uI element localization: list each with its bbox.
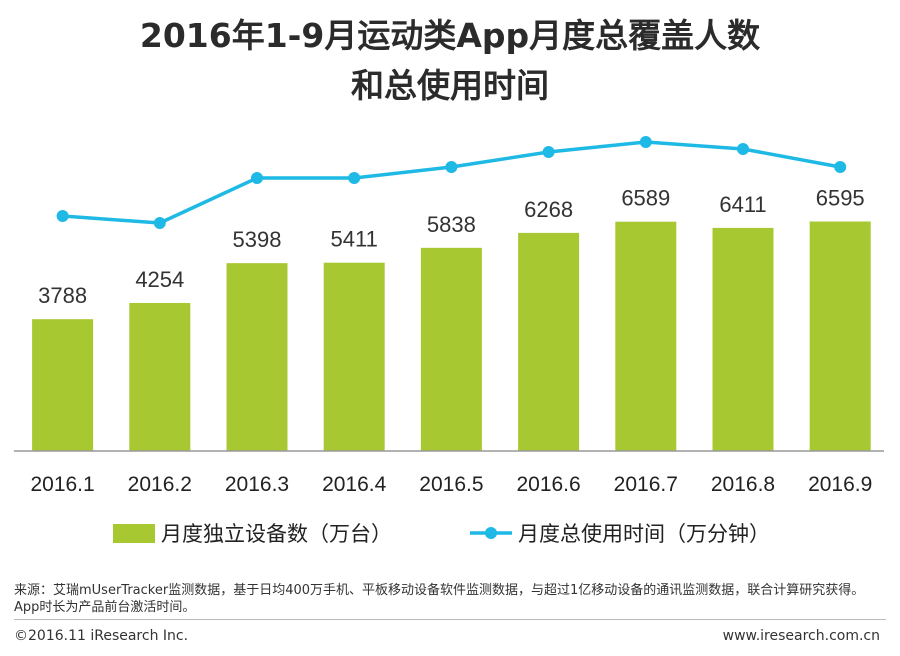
bar-2016.1 — [32, 319, 94, 451]
bar-value-label: 6411 — [719, 192, 766, 217]
usage-time-point — [639, 136, 652, 148]
usage-time-point — [153, 217, 166, 229]
legend-line-label: 月度总使用时间（万分钟） — [518, 522, 770, 546]
source-note: 来源：艾瑞mUserTracker监测数据，基于日均400万手机、平板移动设备软… — [14, 583, 865, 615]
bar-value-label: 5398 — [233, 227, 282, 252]
x-tick-label: 2016.8 — [711, 473, 775, 496]
usage-time-point — [834, 161, 847, 173]
x-tick-label: 2016.3 — [225, 473, 289, 496]
usage-time-point — [251, 172, 263, 184]
bar-2016.9 — [809, 221, 871, 451]
bar-value-label: 6589 — [621, 186, 670, 211]
x-tick-label: 2016.1 — [30, 473, 94, 496]
usage-time-point — [348, 172, 361, 184]
chart-title-line1: 2016年1-9月运动类App月度总覆盖人数 — [139, 16, 761, 55]
usage-time-point — [56, 210, 69, 222]
chart-canvas: 3788 4254 5398 5411 5838 6268 6589 6411 6595 201… — [14, 136, 884, 546]
bar-value-label: 5838 — [427, 212, 476, 237]
x-tick-label: 2016.7 — [614, 473, 678, 496]
legend-bar-label: 月度独立设备数（万台） — [161, 522, 392, 546]
x-tick-label: 2016.9 — [808, 473, 872, 496]
bar-2016.8 — [712, 227, 774, 451]
bar-2016.2 — [129, 302, 191, 451]
x-tick-label: 2016.5 — [419, 473, 483, 496]
bar-2016.3 — [226, 263, 288, 451]
bar-2016.5 — [420, 247, 482, 451]
legend-bar-swatch — [113, 524, 155, 543]
bar-2016.6 — [518, 232, 580, 451]
usage-time-point — [737, 143, 749, 155]
bar-value-label: 6595 — [816, 185, 865, 210]
legend-line-marker — [485, 527, 497, 539]
x-tick-label: 2016.4 — [322, 473, 387, 496]
chart-title-line2: 和总使用时间 — [351, 66, 549, 105]
bar-2016.4 — [323, 262, 385, 451]
bar-2016.7 — [615, 221, 677, 451]
usage-time-point — [445, 161, 458, 173]
footer-divider — [14, 619, 886, 620]
usage-time-point — [542, 146, 555, 158]
bar-value-label: 4254 — [135, 267, 184, 292]
copyright: ©2016.11 iResearch Inc. — [14, 628, 189, 644]
x-tick-label: 2016.6 — [516, 473, 580, 496]
website: www.iresearch.com.cn — [722, 628, 880, 644]
bar-value-label: 6268 — [524, 197, 573, 222]
bar-value-label: 5411 — [331, 227, 378, 252]
x-tick-label: 2016.2 — [128, 473, 192, 496]
bar-value-label: 3788 — [38, 283, 87, 308]
